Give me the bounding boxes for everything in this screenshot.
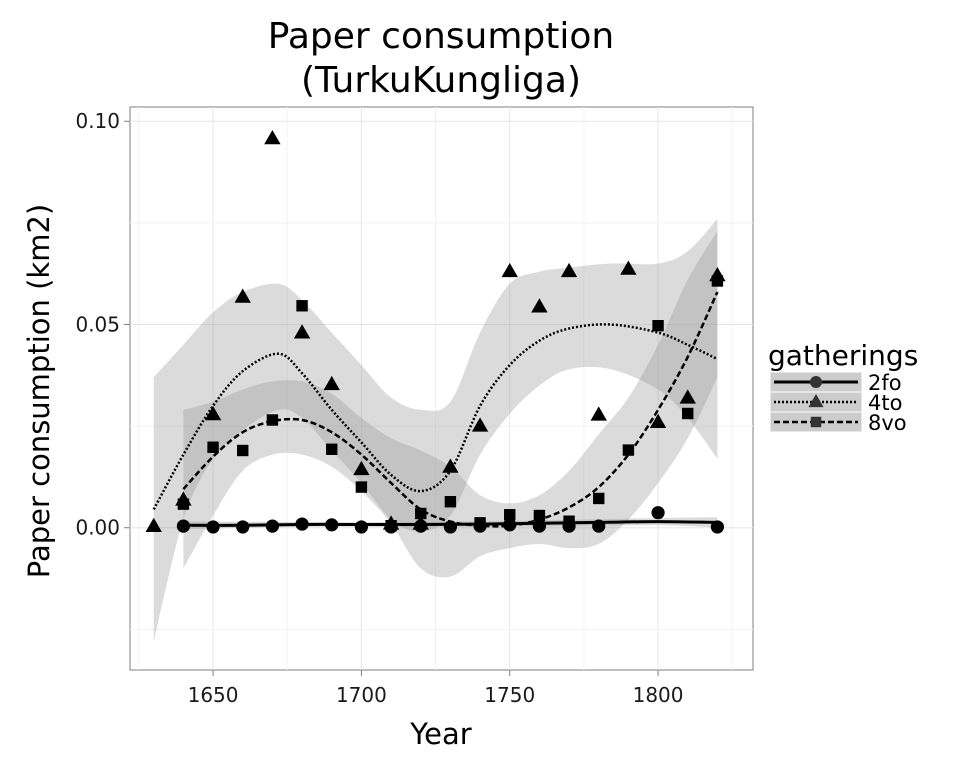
point-8vo (385, 519, 397, 532)
point-4to (649, 413, 667, 428)
point-4to (442, 458, 459, 473)
point-4to (145, 517, 162, 533)
point-2fo (236, 520, 250, 534)
point-4to (293, 324, 311, 339)
point-8vo (296, 300, 308, 312)
legend-marker-2fo (809, 375, 823, 389)
point-4to (412, 515, 429, 530)
point-4to (353, 460, 370, 476)
confidence-band-8vo (183, 231, 718, 578)
point-8vo (237, 444, 249, 457)
point-4to (590, 406, 607, 421)
point-4to (620, 260, 637, 275)
legend-marker-4to (808, 394, 824, 408)
point-2fo (295, 517, 309, 531)
point-8vo (415, 507, 427, 520)
point-2fo (592, 519, 606, 533)
x-tick-label: 1700 (336, 683, 387, 707)
chart-title: Paper consumption (TurkuKungliga) (268, 16, 614, 101)
point-2fo (325, 518, 339, 532)
point-4to (234, 288, 251, 303)
legend-marker-8vo (810, 416, 822, 428)
point-8vo (652, 319, 664, 332)
y-tick-label: 0.10 (75, 109, 120, 133)
data-points (145, 129, 726, 534)
point-4to (560, 262, 578, 278)
x-tick-label: 1650 (188, 683, 239, 707)
y-tick-label: 0.00 (75, 516, 120, 540)
y-axis-title: Paper consumption (km2) (22, 204, 56, 578)
point-2fo (532, 519, 547, 533)
point-8vo (682, 407, 694, 420)
point-2fo (265, 519, 279, 533)
point-2fo (206, 520, 220, 534)
smooth-line-4to (152, 323, 718, 511)
point-4to (679, 389, 696, 404)
point-8vo (355, 481, 368, 493)
point-8vo (711, 275, 724, 287)
chart-title-line-1: Paper consumption (268, 16, 614, 57)
point-8vo (266, 414, 279, 426)
point-8vo (622, 444, 635, 456)
point-8vo (563, 515, 575, 527)
point-8vo (593, 492, 605, 505)
point-4to (204, 406, 222, 421)
point-8vo (177, 498, 190, 510)
plot-panel (129, 106, 754, 671)
point-8vo (504, 509, 516, 521)
point-8vo (533, 509, 546, 522)
point-2fo (503, 518, 517, 532)
point-8vo (207, 441, 219, 453)
point-2fo (354, 520, 368, 534)
y-tick-label: 0.05 (75, 312, 120, 336)
point-2fo (710, 520, 725, 534)
x-tick-label: 1800 (633, 683, 684, 707)
point-8vo (444, 496, 457, 508)
point-4to (531, 298, 548, 313)
point-8vo (474, 517, 486, 529)
grid (130, 107, 753, 670)
legend-label-2fo: 2fo (868, 371, 902, 395)
point-4to (471, 417, 489, 432)
x-tick-label: 1750 (484, 683, 535, 707)
chart-title-line-2: (TurkuKungliga) (301, 60, 581, 101)
axes: 1650 1700 1750 1800 0.00 0.05 0.10 (75, 109, 683, 707)
confidence-band-4to (153, 218, 718, 642)
point-8vo (326, 443, 338, 455)
point-2fo (443, 520, 457, 534)
point-4to (323, 375, 340, 391)
point-4to (501, 262, 518, 278)
x-axis-title: Year (409, 717, 471, 751)
point-2fo (651, 506, 665, 520)
legend-label-4to: 4to (868, 391, 902, 415)
legend-label-8vo: 8vo (868, 411, 907, 435)
legend-title: gatherings (768, 339, 918, 372)
point-4to (264, 129, 281, 145)
point-2fo (176, 519, 190, 533)
